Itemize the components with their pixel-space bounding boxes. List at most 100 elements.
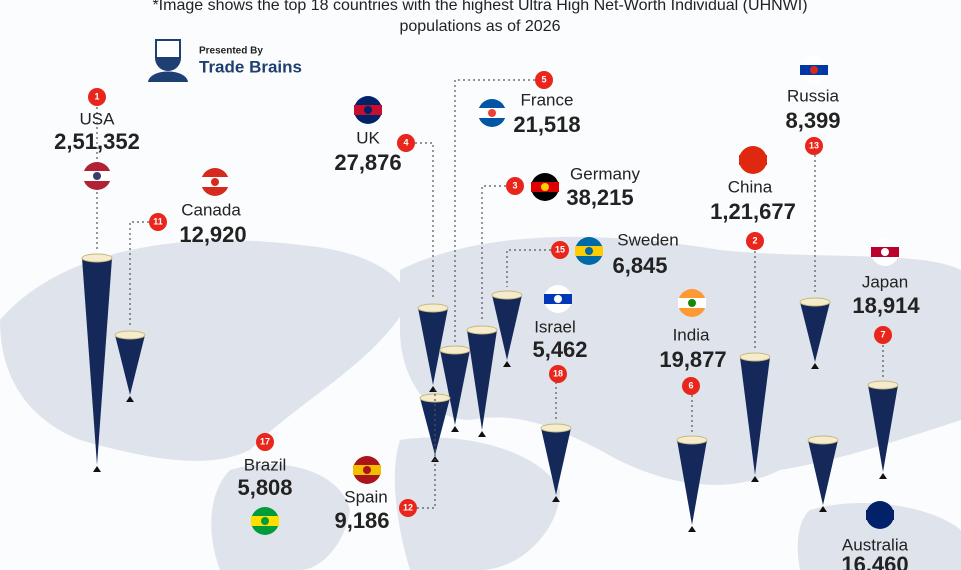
rank-label: 4 — [403, 137, 408, 147]
cone-rim — [491, 290, 523, 300]
country-value: 9,186 — [334, 508, 389, 533]
rank-badge — [746, 232, 764, 250]
presenter-logo — [148, 39, 188, 82]
rank-label: 15 — [555, 244, 565, 254]
flag-center — [364, 106, 372, 114]
country: 12 Spain 9,186 — [334, 390, 451, 533]
rank-badge — [506, 177, 524, 195]
cone-rim — [739, 352, 771, 362]
country: 11 Canada 12,920 — [114, 168, 247, 402]
rank-badge — [682, 377, 700, 395]
cone-tip — [688, 526, 696, 532]
country-name: Russia — [787, 86, 840, 105]
cone — [420, 398, 450, 455]
header-note: *Image shows the top 18 countries with t… — [152, 0, 807, 14]
country-name: Sweden — [617, 230, 678, 249]
cone — [808, 440, 838, 505]
cone-rim — [466, 325, 498, 335]
rank-badge — [805, 137, 823, 155]
flag-center — [541, 183, 549, 191]
flag-center — [688, 299, 696, 307]
country-value: 2,51,352 — [54, 129, 140, 154]
cone-rim — [676, 435, 708, 445]
country-name: China — [728, 177, 773, 196]
cone-tip — [93, 466, 101, 472]
connector — [454, 79, 535, 342]
cone — [467, 330, 497, 430]
cone-tip — [879, 473, 887, 479]
country: 2 China 1,21,677 — [710, 146, 796, 482]
rank-label: 2 — [752, 235, 757, 245]
cone-tip — [126, 396, 134, 402]
rank-label: 1 — [94, 91, 99, 101]
cone-rim — [540, 423, 572, 433]
flag-center — [554, 295, 562, 303]
rank-label: 5 — [541, 74, 546, 84]
rank-badge — [549, 365, 567, 383]
rank-label: 3 — [512, 180, 517, 190]
cone-tip — [811, 363, 819, 369]
rank-label: 17 — [260, 436, 270, 446]
cone-rim — [439, 345, 471, 355]
flag-center — [261, 517, 269, 525]
cone — [115, 335, 145, 395]
cone-rim — [867, 380, 899, 390]
cone-rim — [81, 253, 113, 263]
rank-badge — [88, 88, 106, 106]
flag-center — [363, 466, 371, 474]
country-name: Japan — [862, 272, 908, 291]
country-name: Germany — [570, 164, 640, 183]
presenter-brand: Trade Brains — [199, 57, 302, 76]
country-value: 8,399 — [785, 108, 840, 133]
country-value: 6,845 — [612, 253, 667, 278]
country: 5 France 21,518 — [439, 71, 581, 432]
rank-label: 7 — [880, 329, 885, 339]
cone-rim — [417, 303, 449, 313]
flag-center — [749, 156, 757, 164]
flag-center — [881, 248, 889, 256]
cone — [541, 428, 571, 495]
country-value: 18,914 — [852, 293, 920, 318]
country: 3 Germany 38,215 — [466, 164, 640, 437]
cone-tip — [552, 496, 560, 502]
country-name: India — [673, 325, 710, 344]
country-value: 27,876 — [334, 150, 401, 175]
rank-badge — [551, 241, 569, 259]
rank-label: 12 — [403, 502, 413, 512]
cone-rim — [114, 330, 146, 340]
country-name: Brazil — [244, 455, 287, 474]
cone-tip — [751, 476, 759, 482]
rank-label: 13 — [809, 140, 819, 150]
country: 13 Russia 8,399 — [785, 56, 841, 369]
rank-badge — [535, 71, 553, 89]
cone — [440, 350, 470, 425]
country-name: France — [521, 90, 574, 109]
country-value: 5,808 — [237, 475, 292, 500]
country: 6 India 19,877 — [659, 289, 727, 532]
cone — [800, 302, 830, 362]
country: 15 Sweden 6,845 — [491, 230, 679, 367]
rank-label: 18 — [553, 368, 563, 378]
country-name: Canada — [181, 200, 241, 219]
rank-label: 11 — [153, 216, 163, 226]
country-value: 38,215 — [566, 185, 633, 210]
cone-rim — [799, 297, 831, 307]
cone-tip — [478, 431, 486, 437]
country-value: 1,21,677 — [710, 199, 796, 224]
country-name: UK — [356, 128, 380, 147]
country: 4 UK 27,876 — [334, 96, 449, 392]
presenter-label: Presented By — [199, 46, 263, 57]
cone — [868, 385, 898, 472]
rank-badge — [874, 326, 892, 344]
connector — [129, 221, 149, 327]
cone — [492, 295, 522, 360]
rank-badge — [397, 134, 415, 152]
flag-center — [93, 172, 101, 180]
flag-center — [585, 247, 593, 255]
country-name: Australia — [842, 535, 909, 554]
rank-badge — [256, 433, 274, 451]
